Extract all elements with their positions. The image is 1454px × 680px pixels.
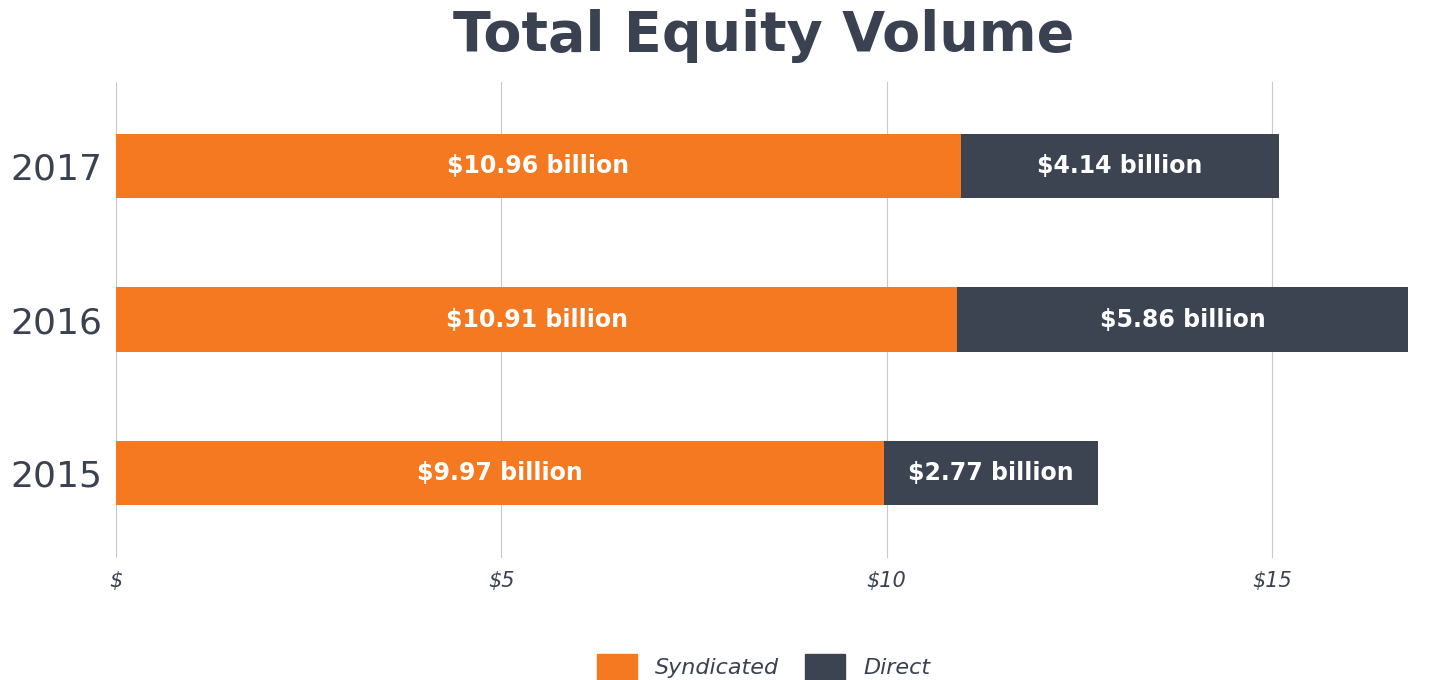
Text: $4.14 billion: $4.14 billion — [1037, 154, 1202, 178]
Text: $10.91 billion: $10.91 billion — [445, 307, 628, 332]
Title: Total Equity Volume: Total Equity Volume — [452, 9, 1075, 63]
Bar — [957, 288, 1407, 352]
Text: $5.86 billion: $5.86 billion — [1099, 307, 1265, 332]
Text: $9.97 billion: $9.97 billion — [417, 461, 583, 485]
Legend: Syndicated, Direct: Syndicated, Direct — [596, 654, 931, 680]
Bar — [116, 288, 957, 352]
Text: $10.96 billion: $10.96 billion — [448, 154, 630, 178]
Text: $2.77 billion: $2.77 billion — [909, 461, 1073, 485]
Bar — [884, 441, 1098, 505]
Bar — [116, 441, 884, 505]
Bar — [961, 134, 1280, 199]
Bar — [116, 134, 961, 199]
